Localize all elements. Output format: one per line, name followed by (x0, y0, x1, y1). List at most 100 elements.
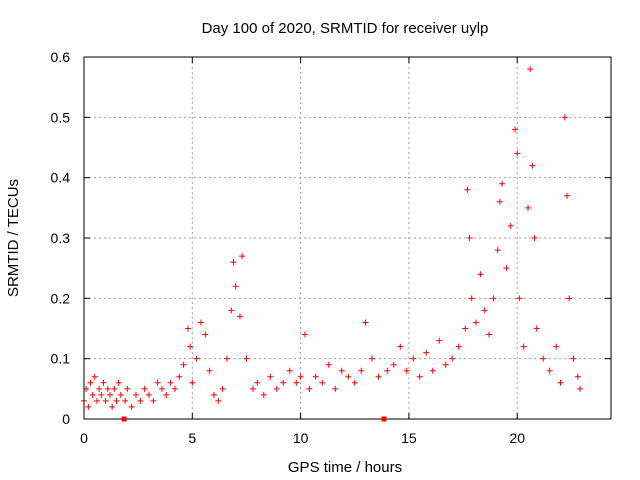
data-point (455, 343, 462, 350)
data-point (260, 391, 267, 398)
y-tick-label: 0.5 (51, 109, 71, 125)
data-point (468, 295, 475, 302)
data-points (81, 66, 584, 410)
data-point (514, 150, 521, 157)
data-point (249, 385, 256, 392)
data-point (397, 343, 404, 350)
data-point (187, 343, 194, 350)
data-point (115, 379, 122, 386)
data-point (243, 355, 250, 362)
data-point (154, 379, 161, 386)
data-point (232, 283, 239, 290)
data-point (490, 295, 497, 302)
data-point (280, 379, 287, 386)
data-point (553, 343, 560, 350)
data-point (561, 114, 568, 121)
data-point (206, 367, 213, 374)
data-point (466, 235, 473, 241)
y-tick-label: 0.6 (51, 49, 71, 65)
x-axis-label: GPS time / hours (288, 459, 402, 476)
data-point (100, 379, 107, 386)
data-point (410, 355, 417, 362)
data-point (442, 361, 449, 368)
data-point (180, 361, 187, 368)
data-point (338, 367, 345, 374)
data-point (117, 391, 124, 398)
gap-markers (121, 416, 387, 422)
grid-lines (84, 57, 611, 419)
x-tick-label: 5 (188, 430, 196, 446)
data-point (520, 343, 527, 350)
data-point (293, 379, 300, 386)
data-point (132, 391, 139, 398)
data-point (390, 361, 397, 368)
data-point (230, 259, 237, 266)
data-point (145, 391, 152, 398)
data-point (150, 397, 157, 404)
data-point (128, 403, 135, 410)
data-point (176, 373, 183, 380)
data-point (416, 373, 423, 380)
data-point (286, 367, 293, 374)
data-point (564, 192, 571, 199)
data-point (499, 180, 506, 187)
y-tick-label: 0.3 (51, 230, 71, 246)
data-point (512, 126, 519, 133)
data-point (345, 373, 352, 380)
data-point (219, 385, 226, 392)
data-point (503, 265, 510, 272)
data-point (189, 379, 196, 386)
data-point (215, 397, 222, 404)
data-point (93, 397, 100, 404)
data-point (362, 319, 369, 326)
data-point (577, 385, 584, 392)
data-point (449, 355, 456, 362)
data-point (566, 295, 573, 302)
data-point (464, 186, 471, 193)
data-point (384, 367, 391, 374)
data-point (273, 385, 280, 392)
data-point (111, 385, 118, 392)
x-tick-label: 20 (509, 430, 525, 446)
data-point (122, 397, 129, 404)
data-point (462, 325, 469, 332)
data-point (306, 385, 313, 392)
data-point (369, 355, 376, 362)
data-point (557, 379, 564, 386)
data-point (525, 204, 532, 211)
data-point (106, 391, 113, 398)
data-point (351, 379, 358, 386)
data-point (516, 295, 523, 302)
data-point (96, 385, 103, 392)
data-point (325, 361, 332, 368)
data-point (137, 397, 144, 404)
data-point (494, 247, 501, 254)
data-point (486, 331, 493, 338)
data-point (228, 307, 235, 314)
data-point (267, 373, 274, 380)
data-point (124, 385, 131, 392)
data-point (113, 397, 120, 404)
data-point (239, 253, 246, 260)
data-point (533, 325, 540, 332)
data-point (375, 373, 382, 380)
gap-marker (121, 416, 127, 422)
chart-title: Day 100 of 2020, SRMTID for receiver uyl… (202, 20, 489, 37)
y-axis-label: SRMTID / TECUs (5, 179, 22, 297)
data-point (223, 355, 230, 362)
data-point (301, 331, 308, 338)
data-point (546, 367, 553, 374)
data-point (297, 373, 304, 380)
data-point (197, 319, 204, 326)
data-point (477, 271, 484, 278)
data-point (89, 391, 96, 398)
y-tick-label: 0.1 (51, 351, 71, 367)
y-tick-label: 0.2 (51, 290, 71, 306)
data-point (87, 379, 94, 386)
y-tick-label: 0.4 (51, 170, 71, 186)
data-point (507, 222, 514, 229)
data-point (171, 385, 178, 392)
data-point (167, 379, 174, 386)
data-point (102, 397, 109, 404)
